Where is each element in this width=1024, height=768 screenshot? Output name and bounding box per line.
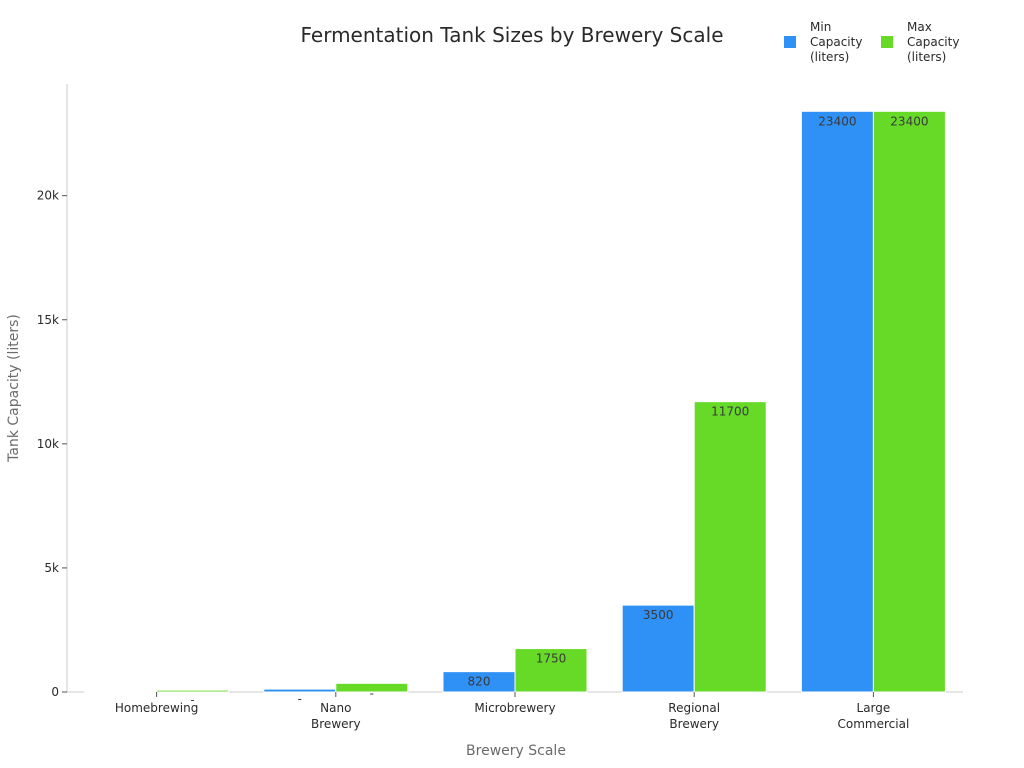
bar-max [693,401,767,693]
bar-value-label: - [190,693,194,707]
bar-value-label: 23400 [890,114,928,128]
bar-min [84,690,158,693]
chart-title: Fermentation Tank Sizes by Brewery Scale [300,23,723,47]
x-tick-label: Homebrewing [115,701,198,715]
x-tick-label: Microbrewery [474,701,555,715]
x-tick-label: Nano Brewery [311,701,361,731]
y-tick-label: 10k [37,437,59,451]
bar-labels: - - - 820 1750 3500 11700 23400 23400 [190,114,928,707]
bar-value-label: - [298,692,302,706]
bar-max [872,110,946,693]
x-tick-label: Large Commercial [838,701,910,731]
legend-swatch [881,36,893,48]
bar-max [156,689,230,693]
bar-value-label: 11700 [711,405,749,419]
y-axis-ticks: 0 5k 10k 15k 20k [37,189,67,699]
legend: Min Capacity (liters) Max Capacity (liters) [784,20,959,64]
bar-value-label: - [370,686,374,700]
bar-value-label: 3500 [643,608,674,622]
bars [84,110,946,693]
y-tick-label: 15k [37,313,59,327]
legend-swatch [784,36,796,48]
x-axis-ticks: Homebrewing Nano Brewery Microbrewery Region… [115,692,909,731]
bar-value-label: 820 [468,675,491,689]
bar-min [800,110,874,693]
bar-max [514,648,588,693]
y-tick-label: 5k [44,561,59,575]
y-tick-label: 0 [51,685,59,699]
legend-label: Max Capacity (liters) [907,20,959,64]
x-axis-title: Brewery Scale [466,743,566,759]
bar-value-label: 23400 [818,114,856,128]
y-axis-title: Tank Capacity (liters) [6,314,22,463]
x-tick-label: Regional Brewery [668,701,720,731]
plot-area: 0 5k 10k 15k 20k - - - 820 1750 3500 11700 23400 234… [37,84,963,731]
bar-value-label: 1750 [536,652,567,666]
bar-max [335,682,409,693]
bar-min [621,604,695,693]
y-tick-label: 20k [37,189,59,203]
legend-label: Min Capacity (liters) [810,20,862,64]
